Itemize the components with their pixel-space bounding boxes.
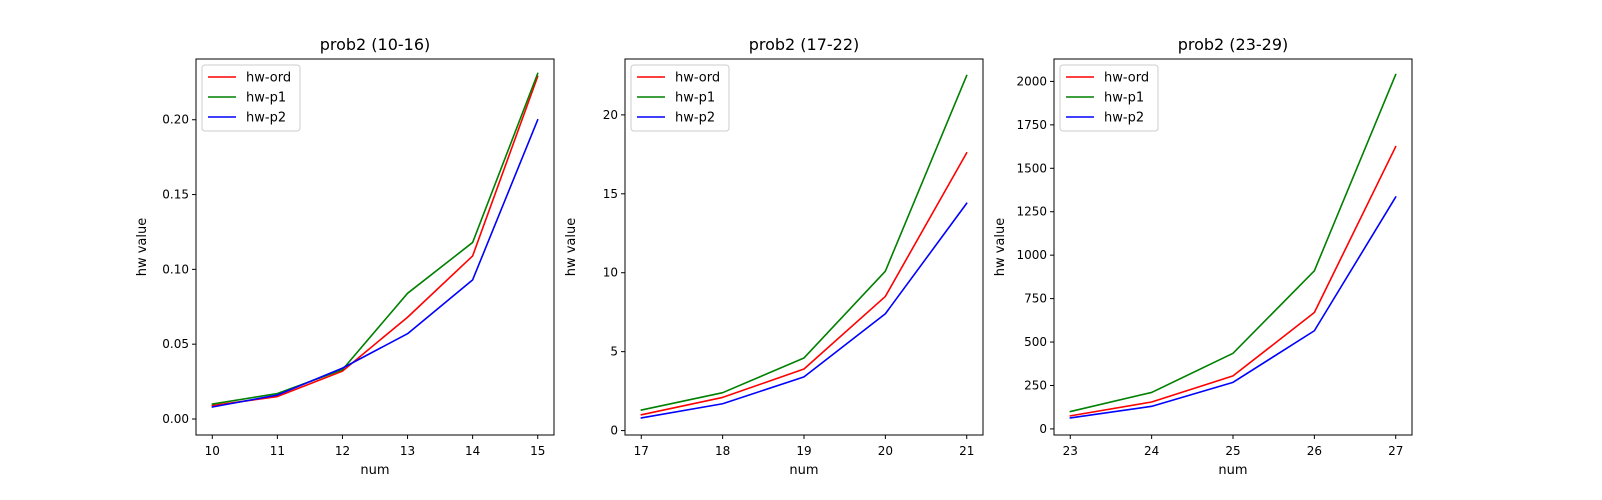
x-tick-label: 15 [530,444,545,458]
y-tick-label: 0 [1039,422,1047,436]
x-tick-label: 25 [1225,444,1240,458]
x-axis-label: num [789,463,818,478]
series-line-hw-ord [211,75,539,407]
x-tick-label: 13 [400,444,415,458]
legend: hw-ord hw-p1 hw-p2 [1059,64,1159,132]
series-line-hw-p1 [211,72,539,405]
y-tick-label: 5 [610,345,618,359]
series-line-hw-p2 [1069,196,1397,419]
legend-label-hw-ord: hw-ord [1104,71,1149,86]
legend-box [1059,64,1159,132]
y-tick-label: 250 [1024,378,1047,392]
x-tick-label: 27 [1388,444,1403,458]
x-tick-label: 12 [335,444,350,458]
x-tick-label: 23 [1063,444,1078,458]
y-tick-label: 1000 [1016,248,1047,262]
series-line-hw-p1 [640,74,968,411]
y-tick-label: 2000 [1016,74,1047,88]
y-tick-label: 0.00 [162,412,189,426]
plot-area: 17 18 19 20 21 0 5 10 15 20 hw-ord hw-p1 hw-p2 [603,58,984,458]
series-line-hw-ord [640,151,968,416]
y-tick-label: 0.15 [162,188,189,202]
series-line-hw-p2 [640,202,968,419]
x-axis-label: num [360,463,389,478]
x-tick-label: 14 [465,444,480,458]
y-axis-label: hw value [564,218,579,277]
x-tick-label: 24 [1144,444,1159,458]
y-tick-label: 500 [1024,335,1047,349]
plot-area: 10 11 12 13 14 150.000.050.100.150.20hw-ordhw… [162,58,555,458]
x-tick-label: 20 [878,444,893,458]
legend-box [201,64,301,132]
subplot-3: prob2 (23-29) num hw value 23 24 25 26 27 0 25… [993,35,1413,478]
legend-box [630,64,730,132]
y-tick-label: 0.20 [162,113,189,127]
y-tick-label: 1500 [1016,161,1047,175]
legend-label-hw-p2: hw-p2 [246,111,286,126]
x-tick-label: 18 [715,444,730,458]
y-tick-label: 0 [610,424,618,438]
x-tick-label: 19 [796,444,811,458]
legend-label-hw-ord: hw-ord [675,71,720,86]
y-tick-label: 1250 [1016,205,1047,219]
series-line-hw-ord [1069,145,1397,417]
y-tick-label: 1750 [1016,118,1047,132]
chart-title: prob2 (10-16) [320,35,431,54]
y-tick-label: 750 [1024,292,1047,306]
legend: hw-ord hw-p1 hw-p2 [630,64,730,132]
x-tick-label: 17 [634,444,649,458]
y-axis-label: hw value [135,218,150,277]
y-tick-label: 15 [603,187,618,201]
y-axis-label: hw value [993,218,1008,277]
plot-area: 23 24 25 26 27 0 250 500 750 1000 1250 1500 1750 2000… [1016,58,1413,458]
legend-label-hw-p1: hw-p1 [675,91,715,106]
x-tick-label: 10 [205,444,220,458]
series-line-hw-p1 [1069,73,1397,413]
subplot-2: prob2 (17-22) num hw value 17 18 19 20 21051… [564,35,984,478]
y-tick-label: 0.10 [162,262,189,276]
legend-label-hw-p1: hw-p1 [1104,91,1144,106]
x-tick-label: 11 [270,444,285,458]
y-tick-label: 10 [603,266,618,280]
legend-label-hw-p2: hw-p2 [675,111,715,126]
x-tick-label: 26 [1307,444,1322,458]
chart-title: prob2 (23-29) [1178,35,1289,54]
chart-title: prob2 (17-22) [749,35,860,54]
series-line-hw-p2 [211,118,539,408]
y-tick-label: 20 [603,108,618,122]
x-tick-label: 21 [959,444,974,458]
y-tick-label: 0.05 [162,337,189,351]
legend: hw-ord hw-p1 hw-p2 [201,64,301,132]
legend-label-hw-ord: hw-ord [246,71,291,86]
subplot-1: prob2 (10-16) num hw value 10 11 12 13 14 15 0… [135,35,555,478]
x-axis-label: num [1218,463,1247,478]
legend-label-hw-p1: hw-p1 [246,91,286,106]
plot-frame [195,58,555,436]
legend-label-hw-p2: hw-p2 [1104,111,1144,126]
